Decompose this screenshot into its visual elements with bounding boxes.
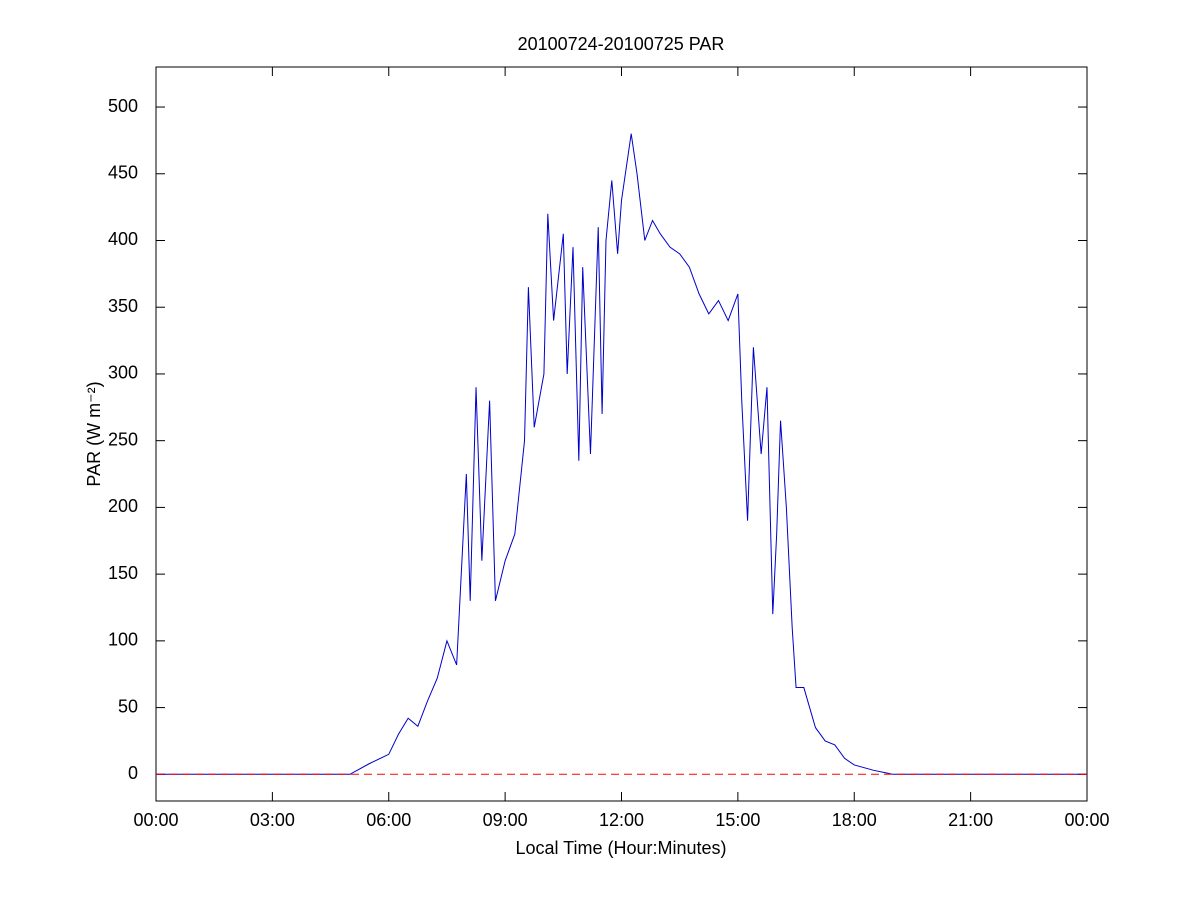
x-axis-label: Local Time (Hour:Minutes) [515,838,726,858]
x-tick-label: 03:00 [250,810,295,830]
y-tick-label: 250 [108,429,138,449]
y-tick-label: 50 [118,696,138,716]
y-tick-label: 100 [108,630,138,650]
x-tick-label: 09:00 [483,810,528,830]
data-line [156,133,1087,775]
y-tick-label: 500 [108,96,138,116]
y-tick-label: 350 [108,296,138,316]
plot-area [155,66,1088,802]
y-tick-label: 300 [108,363,138,383]
x-tick-label: 15:00 [715,810,760,830]
y-tick-label: 150 [108,563,138,583]
x-tick-label: 21:00 [948,810,993,830]
x-tick-label: 12:00 [599,810,644,830]
x-tick-label: 06:00 [366,810,411,830]
x-tick-label: 00:00 [133,810,178,830]
x-tick-label: 00:00 [1064,810,1109,830]
x-tick-label: 18:00 [832,810,877,830]
y-axis-label: PAR (W m⁻²) [84,381,104,486]
y-tick-label: 200 [108,496,138,516]
y-tick-label: 0 [128,763,138,783]
chart-title: 20100724-20100725 PAR [518,34,725,54]
y-tick-label: 400 [108,229,138,249]
y-tick-label: 450 [108,163,138,183]
